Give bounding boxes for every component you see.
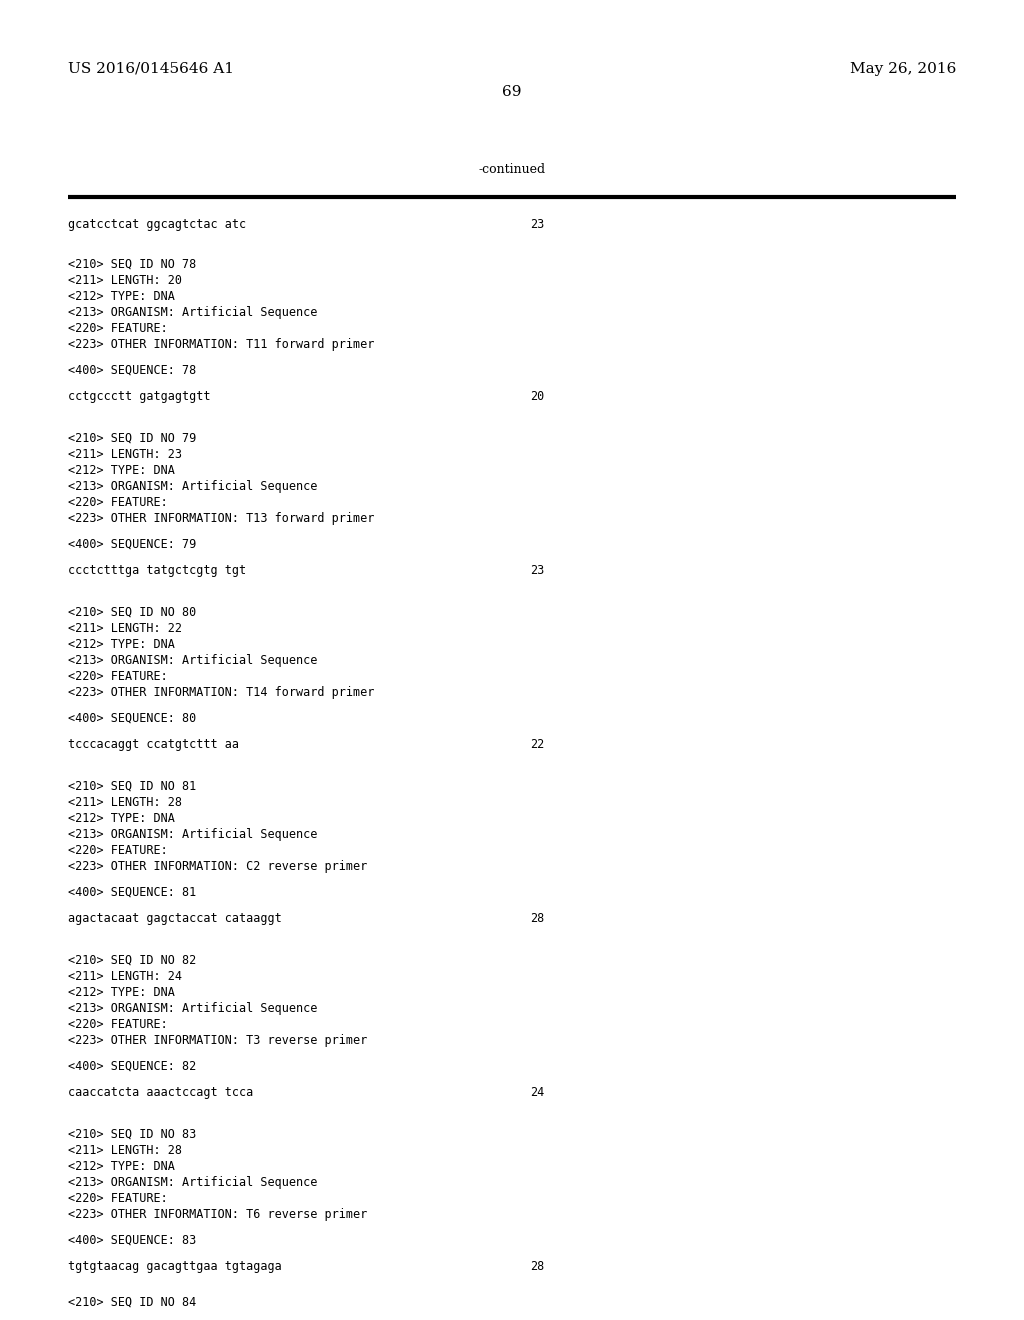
Text: May 26, 2016: May 26, 2016	[850, 62, 956, 77]
Text: <400> SEQUENCE: 82: <400> SEQUENCE: 82	[68, 1060, 197, 1073]
Text: <223> OTHER INFORMATION: C2 reverse primer: <223> OTHER INFORMATION: C2 reverse prim…	[68, 861, 368, 873]
Text: <213> ORGANISM: Artificial Sequence: <213> ORGANISM: Artificial Sequence	[68, 653, 317, 667]
Text: <220> FEATURE:: <220> FEATURE:	[68, 671, 168, 682]
Text: <210> SEQ ID NO 83: <210> SEQ ID NO 83	[68, 1129, 197, 1140]
Text: <400> SEQUENCE: 81: <400> SEQUENCE: 81	[68, 886, 197, 899]
Text: 23: 23	[530, 218, 544, 231]
Text: <223> OTHER INFORMATION: T6 reverse primer: <223> OTHER INFORMATION: T6 reverse prim…	[68, 1208, 368, 1221]
Text: tcccacaggt ccatgtcttt aa: tcccacaggt ccatgtcttt aa	[68, 738, 239, 751]
Text: 69: 69	[502, 84, 522, 99]
Text: <212> TYPE: DNA: <212> TYPE: DNA	[68, 986, 175, 999]
Text: <211> LENGTH: 23: <211> LENGTH: 23	[68, 447, 182, 461]
Text: <210> SEQ ID NO 79: <210> SEQ ID NO 79	[68, 432, 197, 445]
Text: gcatcctcat ggcagtctac atc: gcatcctcat ggcagtctac atc	[68, 218, 246, 231]
Text: <211> LENGTH: 24: <211> LENGTH: 24	[68, 970, 182, 983]
Text: <211> LENGTH: 28: <211> LENGTH: 28	[68, 1144, 182, 1158]
Text: 28: 28	[530, 912, 544, 925]
Text: <210> SEQ ID NO 84: <210> SEQ ID NO 84	[68, 1296, 197, 1309]
Text: tgtgtaacag gacagttgaa tgtagaga: tgtgtaacag gacagttgaa tgtagaga	[68, 1261, 282, 1272]
Text: <223> OTHER INFORMATION: T11 forward primer: <223> OTHER INFORMATION: T11 forward pri…	[68, 338, 375, 351]
Text: ccctctttga tatgctcgtg tgt: ccctctttga tatgctcgtg tgt	[68, 564, 246, 577]
Text: cctgccctt gatgagtgtt: cctgccctt gatgagtgtt	[68, 389, 211, 403]
Text: <212> TYPE: DNA: <212> TYPE: DNA	[68, 1160, 175, 1173]
Text: <210> SEQ ID NO 82: <210> SEQ ID NO 82	[68, 954, 197, 968]
Text: <212> TYPE: DNA: <212> TYPE: DNA	[68, 638, 175, 651]
Text: <220> FEATURE:: <220> FEATURE:	[68, 322, 168, 335]
Text: <210> SEQ ID NO 80: <210> SEQ ID NO 80	[68, 606, 197, 619]
Text: <213> ORGANISM: Artificial Sequence: <213> ORGANISM: Artificial Sequence	[68, 306, 317, 319]
Text: 24: 24	[530, 1086, 544, 1100]
Text: 22: 22	[530, 738, 544, 751]
Text: <400> SEQUENCE: 79: <400> SEQUENCE: 79	[68, 539, 197, 550]
Text: <213> ORGANISM: Artificial Sequence: <213> ORGANISM: Artificial Sequence	[68, 828, 317, 841]
Text: agactacaat gagctaccat cataaggt: agactacaat gagctaccat cataaggt	[68, 912, 282, 925]
Text: <220> FEATURE:: <220> FEATURE:	[68, 1192, 168, 1205]
Text: <220> FEATURE:: <220> FEATURE:	[68, 1018, 168, 1031]
Text: <400> SEQUENCE: 83: <400> SEQUENCE: 83	[68, 1234, 197, 1247]
Text: <223> OTHER INFORMATION: T14 forward primer: <223> OTHER INFORMATION: T14 forward pri…	[68, 686, 375, 700]
Text: <211> LENGTH: 20: <211> LENGTH: 20	[68, 275, 182, 286]
Text: <211> LENGTH: 28: <211> LENGTH: 28	[68, 796, 182, 809]
Text: <212> TYPE: DNA: <212> TYPE: DNA	[68, 812, 175, 825]
Text: <210> SEQ ID NO 78: <210> SEQ ID NO 78	[68, 257, 197, 271]
Text: US 2016/0145646 A1: US 2016/0145646 A1	[68, 62, 234, 77]
Text: <212> TYPE: DNA: <212> TYPE: DNA	[68, 465, 175, 477]
Text: caaccatcta aaactccagt tcca: caaccatcta aaactccagt tcca	[68, 1086, 253, 1100]
Text: <212> TYPE: DNA: <212> TYPE: DNA	[68, 290, 175, 304]
Text: <220> FEATURE:: <220> FEATURE:	[68, 843, 168, 857]
Text: <220> FEATURE:: <220> FEATURE:	[68, 496, 168, 510]
Text: <400> SEQUENCE: 80: <400> SEQUENCE: 80	[68, 711, 197, 725]
Text: <213> ORGANISM: Artificial Sequence: <213> ORGANISM: Artificial Sequence	[68, 480, 317, 492]
Text: <213> ORGANISM: Artificial Sequence: <213> ORGANISM: Artificial Sequence	[68, 1176, 317, 1189]
Text: 28: 28	[530, 1261, 544, 1272]
Text: <400> SEQUENCE: 78: <400> SEQUENCE: 78	[68, 364, 197, 378]
Text: <211> LENGTH: 22: <211> LENGTH: 22	[68, 622, 182, 635]
Text: <223> OTHER INFORMATION: T3 reverse primer: <223> OTHER INFORMATION: T3 reverse prim…	[68, 1034, 368, 1047]
Text: <213> ORGANISM: Artificial Sequence: <213> ORGANISM: Artificial Sequence	[68, 1002, 317, 1015]
Text: 20: 20	[530, 389, 544, 403]
Text: 23: 23	[530, 564, 544, 577]
Text: <223> OTHER INFORMATION: T13 forward primer: <223> OTHER INFORMATION: T13 forward pri…	[68, 512, 375, 525]
Text: <210> SEQ ID NO 81: <210> SEQ ID NO 81	[68, 780, 197, 793]
Text: -continued: -continued	[478, 162, 546, 176]
